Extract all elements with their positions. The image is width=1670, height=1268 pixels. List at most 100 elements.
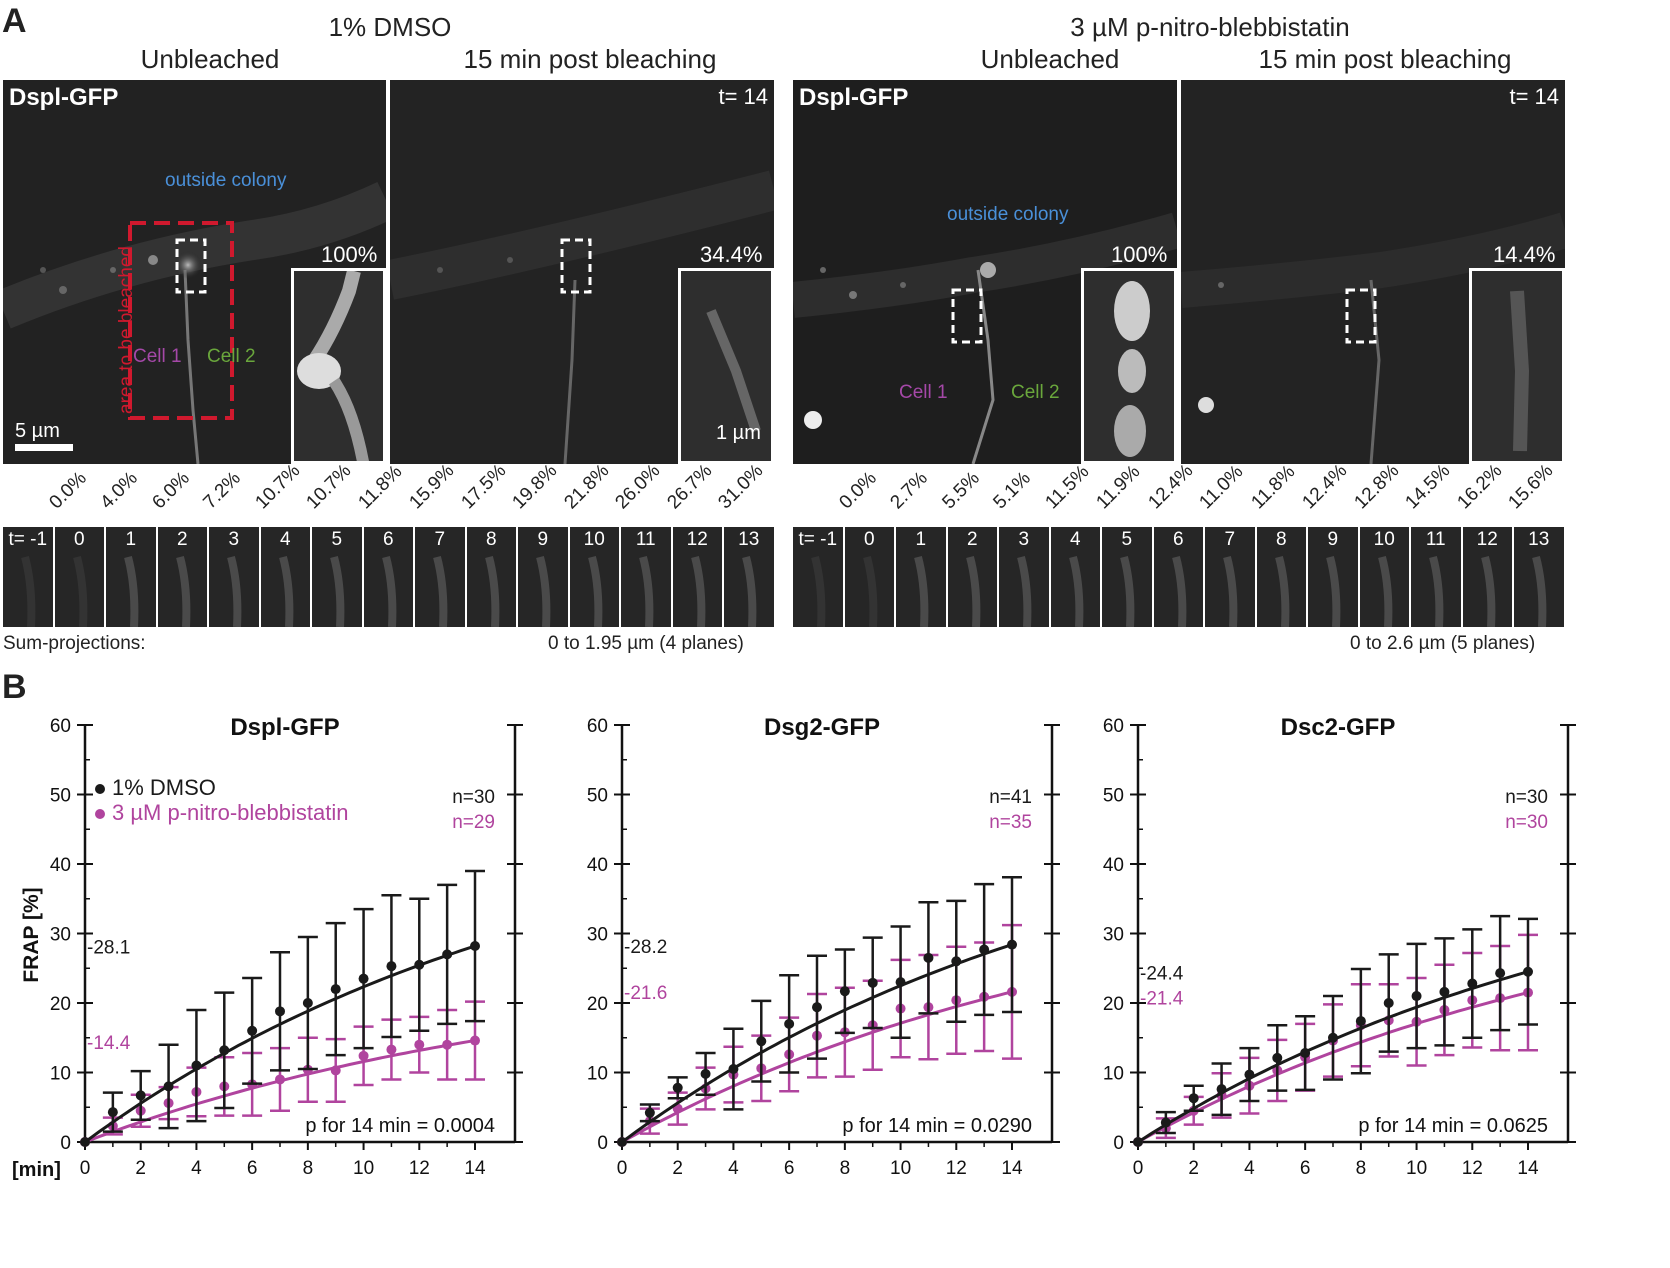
x-tick-label: 4 [1244,1158,1255,1179]
data-point [442,949,453,960]
y-tick-label: 0 [60,1133,71,1154]
plateau-label: -21.6 [624,983,667,1004]
series-percentage: 11.9% [1092,461,1145,514]
series-percentage: 17.5% [456,460,510,514]
cell1-label: Cell 1 [899,382,948,403]
x-tick-label: 12 [1462,1158,1483,1179]
pct-post: 14.4% [1493,242,1556,267]
data-point [951,956,962,967]
frame-time-label: 0 [73,529,85,550]
x-tick-label: 8 [303,1158,314,1179]
data-point [414,1039,425,1050]
frame-time-label: 2 [176,529,188,550]
inset-image [1081,268,1177,464]
y-tick-label: 60 [50,716,71,737]
data-point [1383,998,1394,1008]
data-point [1188,1093,1199,1104]
n-label: n=29 [452,812,495,833]
data-point [812,1002,822,1013]
roi-box [175,238,207,294]
data-point [1007,939,1017,950]
timeseries-frame: 3 [999,527,1049,627]
data-point [247,1025,258,1036]
n-label: n=30 [452,787,495,808]
chart-1: 0 10 20 30 40 50 60 0 2 4 6 8 10 12 14 Dsg2-GFP -28.2 -21… [587,714,1060,1179]
series-percentage: 0.0% [834,467,881,514]
data-point [330,984,341,995]
data-point [1439,986,1450,997]
timeseries-frame: 2 [947,527,997,627]
timeseries-frame: 10 [569,527,619,627]
data-point [386,961,397,972]
timeseries-frame: 3 [209,527,259,627]
n-label: n=30 [1505,787,1548,808]
data-point [1523,966,1533,977]
plateau-label: -28.2 [624,937,667,958]
data-point [1328,1032,1338,1043]
y-tick-label: 30 [50,925,71,946]
x-tick-label: 12 [409,1158,430,1179]
timeseries-frame: 13 [1514,527,1564,627]
time-label: t= 14 [1509,84,1559,109]
data-point [163,1081,174,1092]
y-tick-label: 60 [587,716,608,737]
series-percentage: 11.8% [1246,461,1299,514]
data-point [1133,1137,1143,1147]
data-point [330,1065,341,1076]
left-unbleached-title: Unbleached [140,44,280,74]
x-tick-label: 8 [840,1158,851,1179]
data-point [728,1064,739,1075]
timeseries-frame: t= -1 [3,527,53,627]
cell1-label: Cell 1 [133,346,182,367]
y-tick-label: 30 [1103,925,1124,946]
x-tick-label: 2 [1188,1158,1199,1179]
chart-title: Dsc2-GFP [1281,714,1396,741]
frame-time-label: 3 [228,529,240,550]
series-percentage: 6.0% [147,467,194,514]
left-unbleached-image: Dspl-GFP outside colony area to be bleac… [3,80,386,464]
x-tick-label: 0 [1133,1158,1144,1179]
inset-image [291,268,386,464]
data-point [80,1137,90,1147]
outside-colony-label: outside colony [165,170,287,191]
x-tick-label: 0 [617,1158,628,1179]
frame-time-label: 9 [537,529,549,550]
frame-time-label: 8 [1275,529,1287,550]
legend-label: 3 µM p-nitro-blebbistatin [112,800,348,825]
frame-time-label: 7 [1224,529,1236,550]
data-point [135,1090,146,1101]
timeseries-frame: 8 [466,527,516,627]
y-tick-label: 20 [1103,994,1124,1015]
frame-time-label: 6 [382,529,394,550]
pct-unbleached: 100% [1111,242,1168,267]
series-percentage: 26.7% [662,460,716,514]
y-tick-label: 10 [587,1064,608,1085]
data-point [1300,1048,1311,1059]
data-point [414,959,425,970]
timeseries-frame: 2 [157,527,207,627]
plateau-label: -28.1 [87,938,130,959]
right-unbleached-image: Dspl-GFP outside colony Cell 1 Cell 2 10… [793,80,1177,464]
x-tick-label: 4 [191,1158,202,1179]
data-point [700,1068,711,1079]
data-point [302,998,313,1008]
left-postbleach-image: t= 14 34.4% 1 µm [390,80,774,464]
frame-time-label: 9 [1327,529,1339,550]
legend-marker [95,809,105,819]
right-postbleach-image: t= 14 14.4% [1181,80,1565,464]
data-point [1160,1117,1171,1128]
timeseries-frame: 5 [312,527,362,627]
frame-time-label: 12 [1476,529,1498,550]
frame-time-label: 3 [1018,529,1030,550]
x-tick-label: 12 [946,1158,967,1179]
series-percentage: 7.2% [199,467,245,514]
series-percentage: 11.0% [1195,461,1248,514]
y-tick-label: 10 [50,1064,71,1085]
x-tick-label: 14 [1517,1158,1539,1179]
data-point [672,1082,683,1093]
timeseries-frame: 11 [1411,527,1461,627]
legend-label: 1% DMSO [112,775,216,800]
timeseries-frame: 6 [363,527,413,627]
data-point [219,1045,230,1056]
chart-title: Dsg2-GFP [764,714,880,741]
